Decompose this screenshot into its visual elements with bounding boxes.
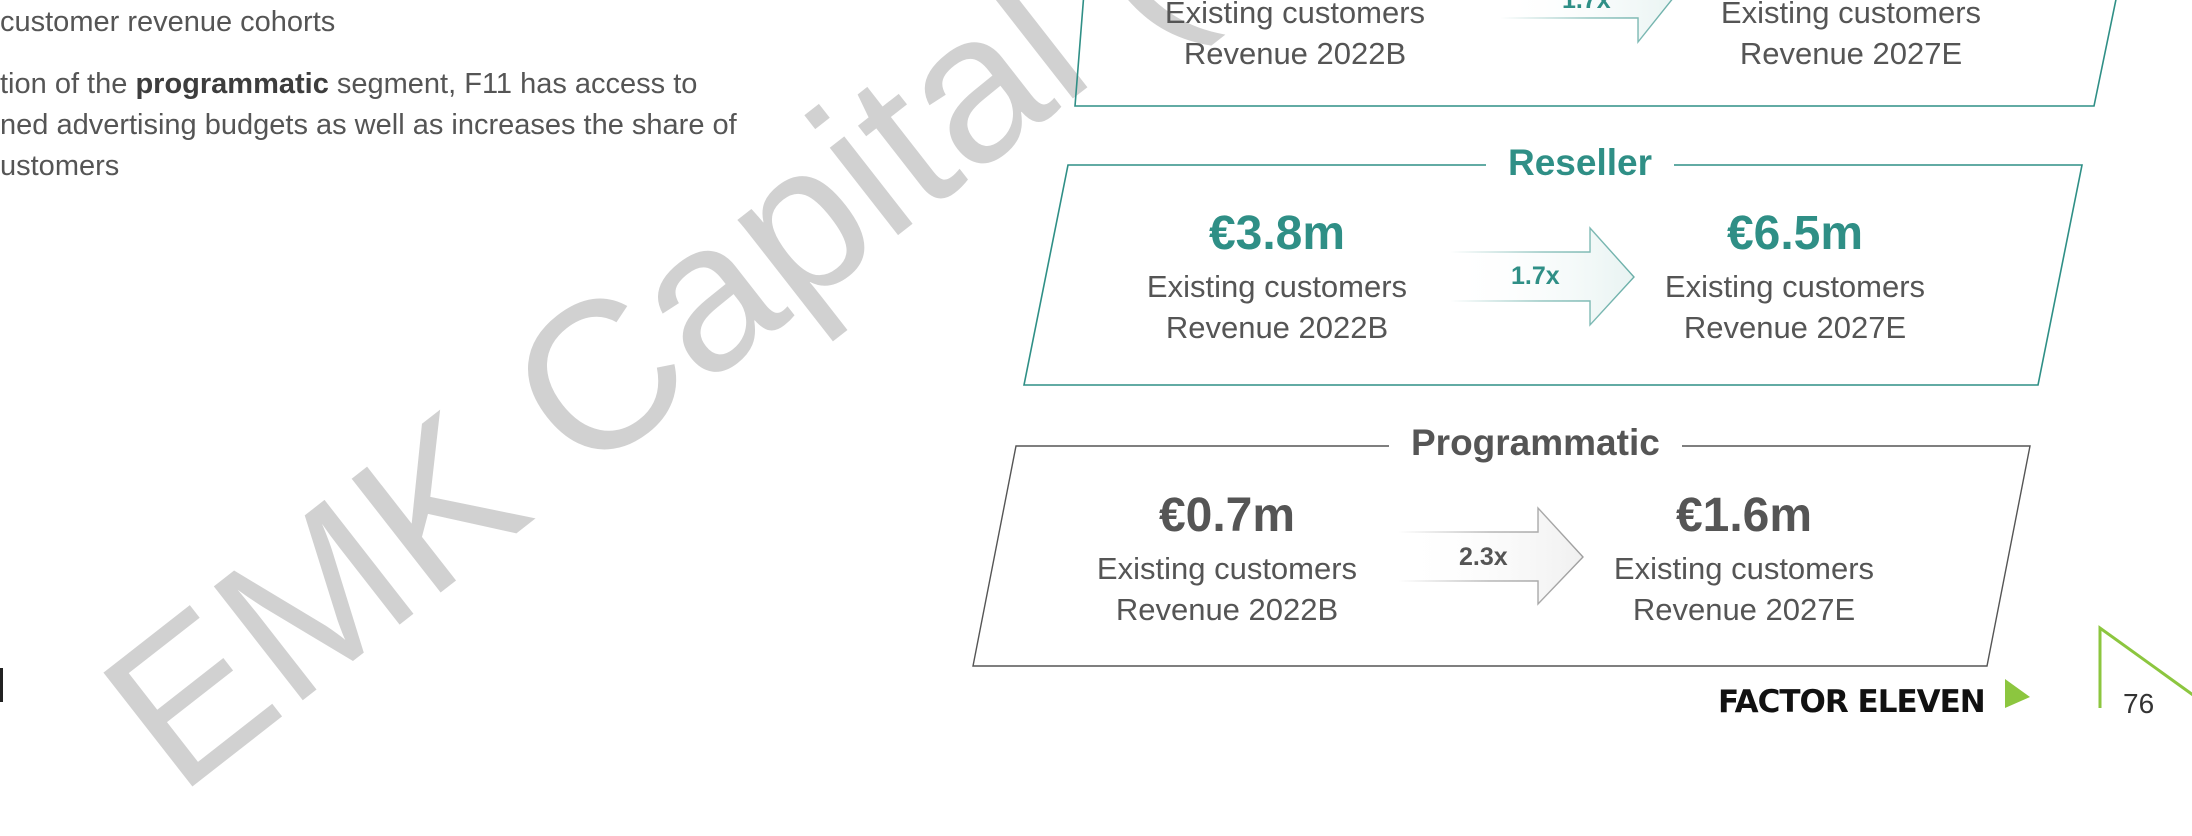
- page-number: 76: [2123, 688, 2155, 719]
- panel-frames: [0, 0, 2192, 708]
- logo-arrow-shape: [2005, 679, 2030, 708]
- programmatic-multiplier: 2.3x: [1459, 543, 1508, 571]
- left-edge-mark: [0, 668, 3, 702]
- programmatic-bold: programmatic: [135, 68, 329, 100]
- top-left-sub: Existing customers Revenue 2022B: [1164, 0, 1426, 71]
- reseller-multiplier: 1.7x: [1511, 262, 1560, 290]
- programmatic-left-value: €0.7m: [1158, 489, 1296, 542]
- programmatic-right-sub: Existing customers Revenue 2027E: [1613, 551, 1875, 627]
- reseller-title: Reseller: [1486, 142, 1674, 184]
- reseller-panel-frame: [1023, 164, 2083, 386]
- top-multiplier: 1.7x: [1562, 0, 1611, 14]
- top-right-sub: Existing customers Revenue 2027E: [1720, 0, 1982, 71]
- reseller-right-value: €6.5m: [1726, 207, 1864, 260]
- programmatic-title: Programmatic: [1389, 422, 1682, 464]
- reseller-left-value: €3.8m: [1208, 207, 1346, 260]
- programmatic-paragraph: tion of the programmatic segment, F11 ha…: [0, 68, 737, 182]
- reseller-right-sub: Existing customers Revenue 2027E: [1664, 269, 1926, 345]
- top-panel-frame: [1074, 0, 2117, 107]
- top-arrow-shape: [1500, 0, 1673, 44]
- programmatic-left-sub: Existing customers Revenue 2022B: [1096, 551, 1358, 627]
- factor-eleven-logo: FACTOR ELEVEN: [1718, 684, 1986, 720]
- programmatic-panel-frame: [972, 445, 2031, 667]
- reseller-arrow-shape: [1449, 226, 1635, 327]
- programmatic-right-value: €1.6m: [1675, 489, 1813, 542]
- reseller-left-sub: Existing customers Revenue 2022B: [1146, 269, 1408, 345]
- programmatic-arrow-shape: [1397, 506, 1584, 606]
- cohort-heading-text: customer revenue cohorts: [0, 6, 336, 38]
- page-corner-shape: [2098, 625, 2192, 708]
